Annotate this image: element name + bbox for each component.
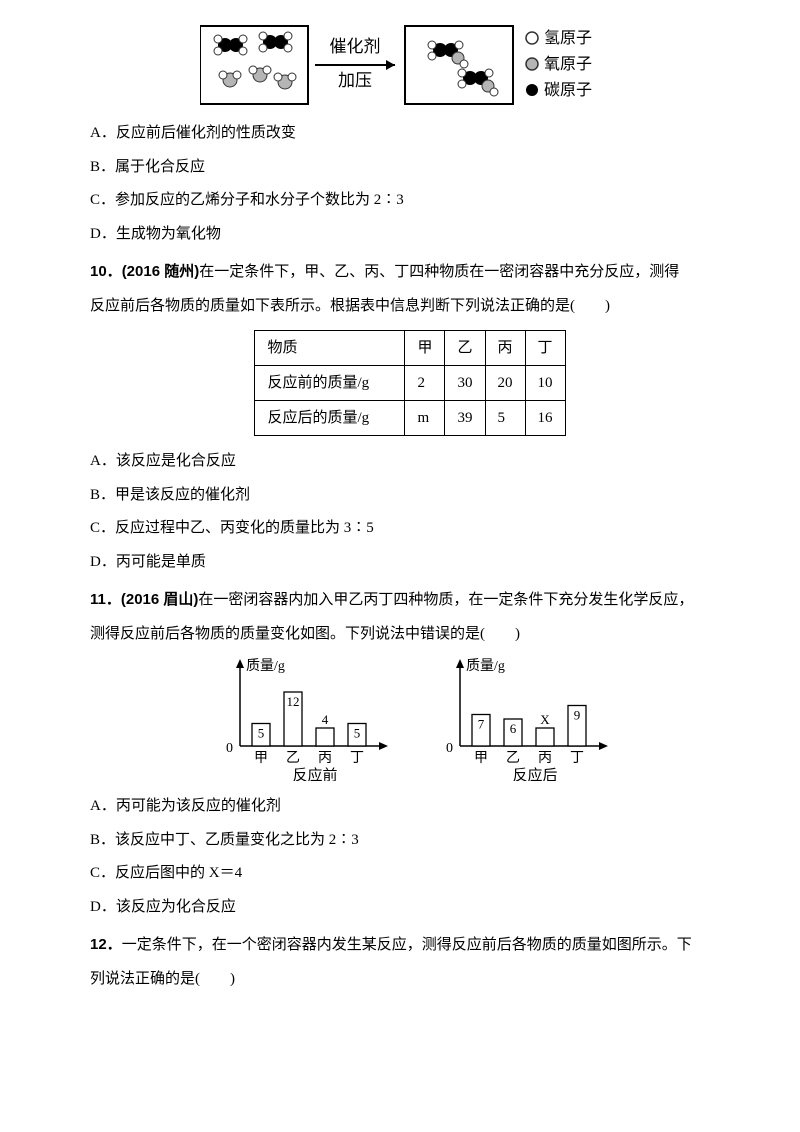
reaction-diagram: 催化剂 加压 氢原子 氧原子 碳原子	[90, 20, 730, 110]
svg-text:12: 12	[287, 694, 300, 709]
t-h1: 甲	[405, 331, 445, 366]
svg-text:乙: 乙	[506, 750, 520, 766]
t-r2c2: 39	[445, 401, 485, 436]
chart-before: 质量/g 0 5 甲 12 乙 4 丙 5 丁反应前	[210, 656, 390, 781]
svg-text:X: X	[540, 712, 550, 727]
q12-num: 12．	[90, 936, 122, 953]
legend-h: 氢原子	[544, 29, 592, 47]
svg-text:质量/g: 质量/g	[246, 658, 285, 674]
q10-stem2: 反应前后各物质的质量如下表所示。根据表中信息判断下列说法正确的是( )	[90, 291, 730, 323]
arrow-top-label: 催化剂	[330, 37, 381, 56]
svg-text:5: 5	[354, 726, 361, 741]
q11-opt-c: C．反应后图中的 X＝4	[90, 858, 730, 890]
svg-text:丁: 丁	[350, 751, 364, 766]
svg-text:丙: 丙	[318, 751, 332, 766]
q10-opt-d: D．丙可能是单质	[90, 547, 730, 579]
t-r1c2: 30	[445, 366, 485, 401]
t-h3: 丙	[485, 331, 525, 366]
q11-opt-b: B．该反应中丁、乙质量变化之比为 2∶3	[90, 825, 730, 857]
q11-opt-a: A．丙可能为该反应的催化剂	[90, 791, 730, 823]
t-h4: 丁	[525, 331, 565, 366]
q12-stem: 12．一定条件下，在一个密闭容器内发生某反应，测得反应前后各物质的质量如图所示。…	[90, 929, 730, 962]
q10-stem: 10．(2016 随州)在一定条件下，甲、乙、丙、丁四种物质在一密闭容器中充分反…	[90, 256, 730, 289]
svg-text:5: 5	[258, 726, 265, 741]
t-r2c1: m	[405, 401, 445, 436]
svg-text:反应前: 反应前	[292, 766, 337, 781]
q11-src: (2016 眉山)	[121, 591, 199, 608]
svg-text:7: 7	[478, 717, 485, 732]
q11-num: 11．	[90, 591, 121, 608]
q9-opt-c: C．参加反应的乙烯分子和水分子个数比为 2∶3	[90, 185, 730, 217]
q10-opt-b: B．甲是该反应的催化剂	[90, 480, 730, 512]
svg-text:甲: 甲	[474, 751, 488, 766]
t-h2: 乙	[445, 331, 485, 366]
q10-opt-c: C．反应过程中乙、丙变化的质量比为 3∶5	[90, 513, 730, 545]
q11-opt-d: D．该反应为化合反应	[90, 892, 730, 924]
t-r1c1: 2	[405, 366, 445, 401]
arrow-bot-label: 加压	[338, 71, 372, 90]
q10-num: 10．	[90, 263, 122, 280]
svg-text:6: 6	[510, 721, 517, 736]
t-r1c3: 20	[485, 366, 525, 401]
svg-text:4: 4	[322, 712, 329, 727]
q10-table: 物质 甲 乙 丙 丁 反应前的质量/g 2 30 20 10 反应后的质量/g …	[254, 330, 565, 436]
svg-text:反应后: 反应后	[512, 766, 557, 781]
q12-stem2: 列说法正确的是( )	[90, 964, 730, 996]
svg-text:丙: 丙	[538, 751, 552, 766]
svg-text:丁: 丁	[570, 751, 584, 766]
t-r1c4: 10	[525, 366, 565, 401]
legend-c: 碳原子	[544, 81, 592, 99]
legend-o: 氧原子	[544, 55, 592, 73]
q10-src: (2016 随州)	[122, 263, 200, 280]
q10-stem1: 在一定条件下，甲、乙、丙、丁四种物质在一密闭容器中充分反应，测得	[199, 264, 679, 280]
svg-text:0: 0	[226, 741, 233, 756]
svg-text:0: 0	[446, 741, 453, 756]
svg-text:9: 9	[574, 708, 581, 723]
svg-text:质量/g: 质量/g	[466, 658, 505, 674]
q9-opt-a: A．反应前后催化剂的性质改变	[90, 118, 730, 150]
q12-stem1: 一定条件下，在一个密闭容器内发生某反应，测得反应前后各物质的质量如图所示。下	[122, 937, 692, 953]
q9-opt-b: B．属于化合反应	[90, 152, 730, 184]
q11-stem2: 测得反应前后各物质的质量变化如图。下列说法中错误的是( )	[90, 619, 730, 651]
svg-text:甲: 甲	[254, 751, 268, 766]
t-r1c0: 反应前的质量/g	[255, 366, 405, 401]
t-r2c3: 5	[485, 401, 525, 436]
t-r2c0: 反应后的质量/g	[255, 401, 405, 436]
t-h0: 物质	[255, 331, 405, 366]
q11-stem: 11．(2016 眉山)在一密闭容器内加入甲乙丙丁四种物质，在一定条件下充分发生…	[90, 584, 730, 617]
q11-charts: 质量/g05甲12乙4丙5丁反应前 质量/g07甲6乙X丙9丁反应后	[90, 656, 730, 781]
q11-stem1: 在一密闭容器内加入甲乙丙丁四种物质，在一定条件下充分发生化学反应，	[198, 592, 693, 608]
chart-after: 质量/g 0 7 甲 6 乙 X 丙 9 丁反应后	[430, 656, 610, 781]
t-r2c4: 16	[525, 401, 565, 436]
svg-text:乙: 乙	[286, 750, 300, 766]
q10-opt-a: A．该反应是化合反应	[90, 446, 730, 478]
q9-opt-d: D．生成物为氧化物	[90, 219, 730, 251]
